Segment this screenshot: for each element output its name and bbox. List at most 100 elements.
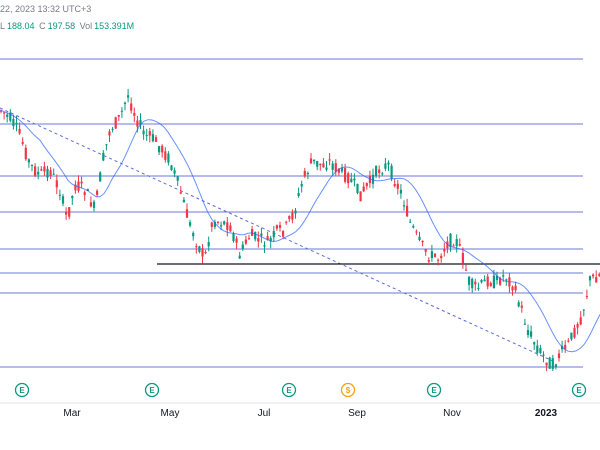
- candle-body: [263, 245, 266, 247]
- candle-body: [30, 164, 34, 166]
- candle-body: [161, 145, 164, 153]
- candle-body: [148, 131, 151, 136]
- candle-body: [142, 130, 145, 135]
- candle-body: [337, 168, 340, 173]
- candle-body: [92, 201, 96, 208]
- candle-body: [325, 167, 328, 170]
- candle-body: [340, 167, 344, 172]
- candle-body: [52, 173, 55, 175]
- candle-body: [505, 279, 508, 281]
- candle-body: [489, 282, 492, 286]
- candle-body: [89, 202, 92, 207]
- candle-body: [151, 134, 154, 142]
- candle-body: [260, 233, 263, 236]
- vol-value: 153.391M: [94, 21, 135, 31]
- candle-body: [427, 260, 430, 262]
- candle-body: [220, 225, 223, 227]
- close-value: 197.58: [47, 21, 76, 31]
- candle-body: [350, 178, 353, 183]
- candle-body: [430, 251, 433, 259]
- candle-body: [406, 205, 409, 217]
- earnings-marker-label: E: [286, 386, 292, 395]
- candle-body: [424, 249, 427, 252]
- candle-body: [412, 225, 415, 228]
- candle-body: [213, 221, 216, 227]
- candle-body: [3, 112, 6, 114]
- candle-body: [483, 279, 486, 282]
- time-axis-label: May: [161, 408, 180, 419]
- earnings-marker[interactable]: E: [281, 382, 297, 398]
- candle-body: [130, 103, 133, 111]
- candle-body: [272, 230, 275, 238]
- candle-body: [201, 248, 204, 257]
- candle-body: [288, 215, 291, 219]
- candle-body: [455, 239, 458, 247]
- candle-body: [573, 327, 576, 338]
- earnings-marker-shape: [571, 382, 587, 398]
- candle-body: [192, 232, 195, 237]
- candle-body: [254, 231, 257, 240]
- candle-body: [77, 181, 80, 191]
- earnings-marker-shape: [426, 382, 442, 398]
- candle-body: [598, 274, 600, 276]
- candle-body: [80, 181, 83, 184]
- candle-body: [189, 222, 192, 226]
- candle-body: [313, 159, 316, 162]
- candle-body: [533, 342, 536, 345]
- candle-body: [297, 193, 300, 197]
- candle-body: [247, 238, 251, 240]
- candle-body: [9, 112, 12, 121]
- candle-body: [198, 246, 201, 252]
- ohlc-legend: L 188.04 C 197.58 Vol 153.391M: [0, 21, 136, 31]
- candle-body: [499, 277, 502, 285]
- candle-body: [582, 309, 585, 311]
- dividend-marker-shape: [340, 382, 356, 398]
- candle-body: [502, 275, 505, 277]
- candle-body: [592, 274, 595, 277]
- candle-body: [123, 102, 127, 105]
- candle-body: [461, 253, 464, 264]
- header-datetime: 22, 2023 13:32 UTC+3: [0, 4, 92, 14]
- candle-body: [0, 110, 3, 112]
- candle-body: [207, 242, 210, 247]
- candle-body: [74, 184, 77, 191]
- candle-body: [127, 95, 130, 98]
- earnings-marker[interactable]: E: [426, 382, 442, 398]
- candle-body: [564, 344, 567, 350]
- horizontal-levels: [0, 58, 583, 368]
- earnings-marker[interactable]: E: [144, 382, 160, 398]
- candle-body: [55, 180, 58, 188]
- candle-body: [216, 221, 220, 223]
- candle-body: [480, 279, 483, 283]
- candle-body: [458, 244, 461, 246]
- candle-body: [517, 302, 520, 307]
- candle-body: [396, 183, 399, 189]
- candle-body: [474, 281, 477, 285]
- candle-body: [384, 163, 387, 169]
- candle-body: [241, 244, 244, 249]
- candle-body: [282, 230, 285, 237]
- candle-body: [111, 128, 114, 130]
- candle-body: [421, 240, 424, 243]
- dividend-marker[interactable]: $: [340, 382, 356, 398]
- candle-body: [65, 212, 68, 215]
- candle-body: [117, 115, 120, 117]
- candle-body: [554, 364, 557, 368]
- candle-body: [514, 285, 517, 291]
- candle-body: [359, 191, 362, 202]
- earnings-marker[interactable]: E: [14, 382, 30, 398]
- candle-body: [18, 129, 21, 134]
- candle-body: [449, 233, 452, 248]
- candle-body: [322, 163, 325, 168]
- dividend-marker-label: $: [346, 386, 351, 395]
- earnings-marker[interactable]: E: [571, 382, 587, 398]
- candle-body: [86, 189, 89, 191]
- candle-body: [96, 190, 99, 195]
- trendline[interactable]: [0, 107, 556, 363]
- candle-body: [378, 169, 381, 174]
- low-value: 188.04: [7, 21, 35, 31]
- candle-body: [71, 195, 74, 199]
- candle-body: [49, 170, 52, 176]
